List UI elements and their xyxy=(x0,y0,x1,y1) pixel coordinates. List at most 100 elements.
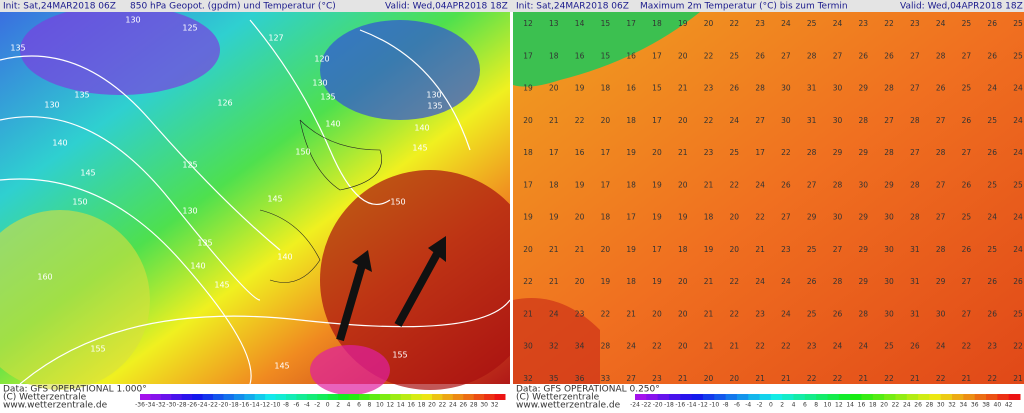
grid-value: 22 xyxy=(755,342,765,351)
grid-value: 19 xyxy=(652,213,662,222)
grid-value: 27 xyxy=(962,51,972,60)
grid-value: 28 xyxy=(807,148,817,157)
grid-value: 25 xyxy=(730,51,740,60)
colorbar-tick-label: 20 xyxy=(428,402,436,409)
colorbar-swatch xyxy=(963,394,976,400)
grid-value: 25 xyxy=(962,213,972,222)
grid-value: 30 xyxy=(781,84,791,93)
colorbar-tick-label: -10 xyxy=(271,402,281,409)
grid-value: 24 xyxy=(1013,148,1023,157)
grid-value: 20 xyxy=(678,277,688,286)
colorbar-tick-label: -20 xyxy=(219,402,229,409)
colorbar-tick-label: -24 xyxy=(630,402,640,409)
contour-label: 140 xyxy=(190,262,205,271)
colorbar-tick-label: 30 xyxy=(480,402,488,409)
colorbar-tick-label: -14 xyxy=(250,402,260,409)
grid-value: 30 xyxy=(833,116,843,125)
colorbar-swatch xyxy=(338,394,350,400)
grid-value: 23 xyxy=(755,309,765,318)
colorbar-tick-label: -6 xyxy=(293,402,299,409)
grid-value: 20 xyxy=(730,213,740,222)
grid-value: 18 xyxy=(626,180,636,189)
contour-label: 150 xyxy=(72,198,87,207)
contour-label: 130 xyxy=(426,91,441,100)
grid-value: 26 xyxy=(987,51,997,60)
grid-value: 20 xyxy=(678,116,688,125)
colorbar-tick-label: 30 xyxy=(937,402,945,409)
grid-value: 23 xyxy=(807,342,817,351)
colorbar-tick-label: 42 xyxy=(1005,402,1013,409)
arrows xyxy=(336,236,446,342)
colorbar-tick-label: 26 xyxy=(459,402,467,409)
grid-value: 25 xyxy=(987,245,997,254)
grid-value: 31 xyxy=(910,245,920,254)
grid-value: 28 xyxy=(858,309,868,318)
grid-value: 18 xyxy=(549,51,559,60)
colorbar-swatch xyxy=(736,394,749,400)
grid-value: 28 xyxy=(910,180,920,189)
grid-value: 20 xyxy=(678,51,688,60)
grid-value: 21 xyxy=(755,245,765,254)
grid-value: 30 xyxy=(523,342,533,351)
grid-value: 23 xyxy=(781,245,791,254)
grid-value: 19 xyxy=(523,84,533,93)
grid-value: 17 xyxy=(549,148,559,157)
grid-value: 23 xyxy=(575,309,585,318)
grid-value: 28 xyxy=(936,51,946,60)
grid-value: 16 xyxy=(626,84,636,93)
grid-value: 17 xyxy=(652,51,662,60)
map-title: 850 hPa Geopot. (gpdm) und Temperatur (°… xyxy=(130,2,336,12)
contour-label: 140 xyxy=(325,120,340,129)
grid-value: 22 xyxy=(962,342,972,351)
grid-value: 26 xyxy=(1013,277,1023,286)
grid-value: 29 xyxy=(858,213,868,222)
grid-value: 25 xyxy=(730,148,740,157)
grid-value: 28 xyxy=(936,148,946,157)
grid-value: 24 xyxy=(549,309,559,318)
grid-value: 27 xyxy=(962,148,972,157)
grid-value: 27 xyxy=(781,51,791,60)
colorbar-swatch xyxy=(150,394,162,400)
contour-label: 155 xyxy=(392,351,407,360)
contour-label: 145 xyxy=(267,195,282,204)
contour-label: 125 xyxy=(182,24,197,33)
grid-value: 18 xyxy=(652,19,662,28)
colorbar-swatch xyxy=(233,394,245,400)
grid-value: 27 xyxy=(884,116,894,125)
grid-value: 23 xyxy=(652,374,662,383)
colorbar-tick-label: 6 xyxy=(803,402,807,409)
grid-value: 30 xyxy=(884,245,894,254)
grid-value: 12 xyxy=(523,19,533,28)
colorbar-swatch xyxy=(635,394,647,400)
init-text: Init: Sat,24MAR2018 06Z xyxy=(516,2,629,12)
colorbar-tick-label: 10 xyxy=(824,402,832,409)
colorbar-tick-label: 10 xyxy=(376,402,384,409)
colorbar-tick-label: 28 xyxy=(926,402,934,409)
contour-label: 150 xyxy=(390,198,405,207)
colorbar-swatch xyxy=(940,394,953,400)
grid-value: 22 xyxy=(704,51,714,60)
colorbar-tick-label: 4 xyxy=(792,402,796,409)
colorbar-swatch xyxy=(223,394,235,400)
grid-value: 18 xyxy=(704,213,714,222)
colorbar-tick-label: 8 xyxy=(814,402,818,409)
colorbar-swatch xyxy=(952,394,964,400)
grid-value: 22 xyxy=(523,277,533,286)
contour-label: 145 xyxy=(214,281,229,290)
copyright: (C) Wetterzentrale xyxy=(516,393,600,403)
grid-value: 22 xyxy=(652,342,662,351)
colorbar-tick-label: 8 xyxy=(368,402,372,409)
valid-text: Valid: Wed,04APR2018 18Z xyxy=(900,2,1023,12)
colorbar-tick-label: -16 xyxy=(675,402,685,409)
init-text: Init: Sat,24MAR2018 06Z xyxy=(3,2,116,12)
colorbar-tick-label: 14 xyxy=(397,402,405,409)
grid-value: 30 xyxy=(833,213,843,222)
grid-value: 26 xyxy=(807,277,817,286)
grid-value: 18 xyxy=(601,84,611,93)
colorbar-swatch xyxy=(816,394,828,400)
grid-value: 13 xyxy=(549,19,559,28)
colorbar-swatch xyxy=(171,394,183,400)
colorbar-swatch xyxy=(850,394,862,400)
grid-value: 18 xyxy=(678,245,688,254)
grid-value: 23 xyxy=(987,342,997,351)
